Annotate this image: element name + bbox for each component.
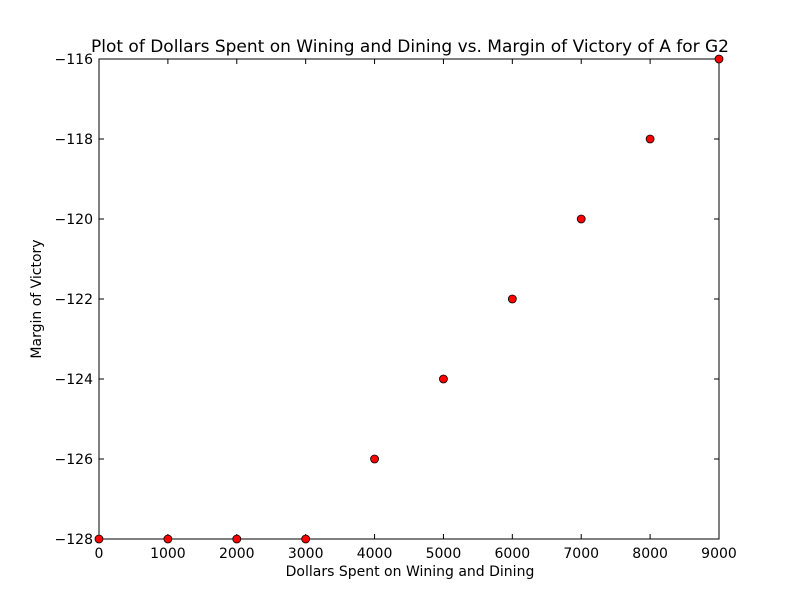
x-tick-label: 7000 [563, 546, 599, 562]
data-point [370, 454, 379, 464]
data-point [576, 214, 586, 224]
y-tick-label: −126 [55, 452, 94, 468]
x-tick-label: 1000 [150, 546, 186, 562]
x-tick-label: 5000 [426, 546, 462, 562]
y-tick-label: −124 [55, 372, 94, 388]
x-tick-label: 0 [95, 546, 104, 562]
data-point [714, 54, 724, 64]
x-tick-label: 2000 [219, 546, 255, 562]
y-tick-label: −120 [55, 212, 93, 228]
data-point [645, 134, 655, 144]
x-tick-label: 6000 [495, 546, 531, 562]
x-axis-label: Dollars Spent on Wining and Dining [286, 564, 535, 580]
chart-title: Plot of Dollars Spent on Wining and Dini… [91, 37, 729, 57]
plot-area: 0 1000 2000 3000 4000 5000 6000 7000 8000 9000 −12… [55, 52, 737, 562]
data-point [301, 534, 311, 544]
y-tick-label: −116 [55, 52, 94, 68]
data-point [439, 374, 448, 384]
y-tick-label: −118 [55, 132, 93, 148]
data-point [507, 294, 517, 304]
y-axis-label: Margin of Victory [29, 239, 45, 358]
data-point [163, 534, 173, 544]
data-point [232, 534, 242, 544]
x-tick-label: 8000 [632, 546, 668, 562]
x-tick-label: 3000 [288, 546, 324, 562]
axes-frame [98, 58, 720, 540]
x-tick-label: 9000 [701, 546, 737, 562]
x-tick-label: 4000 [357, 546, 393, 562]
y-tick-label: −122 [55, 292, 93, 308]
data-point [94, 534, 104, 544]
y-tick-label: −128 [55, 532, 93, 548]
